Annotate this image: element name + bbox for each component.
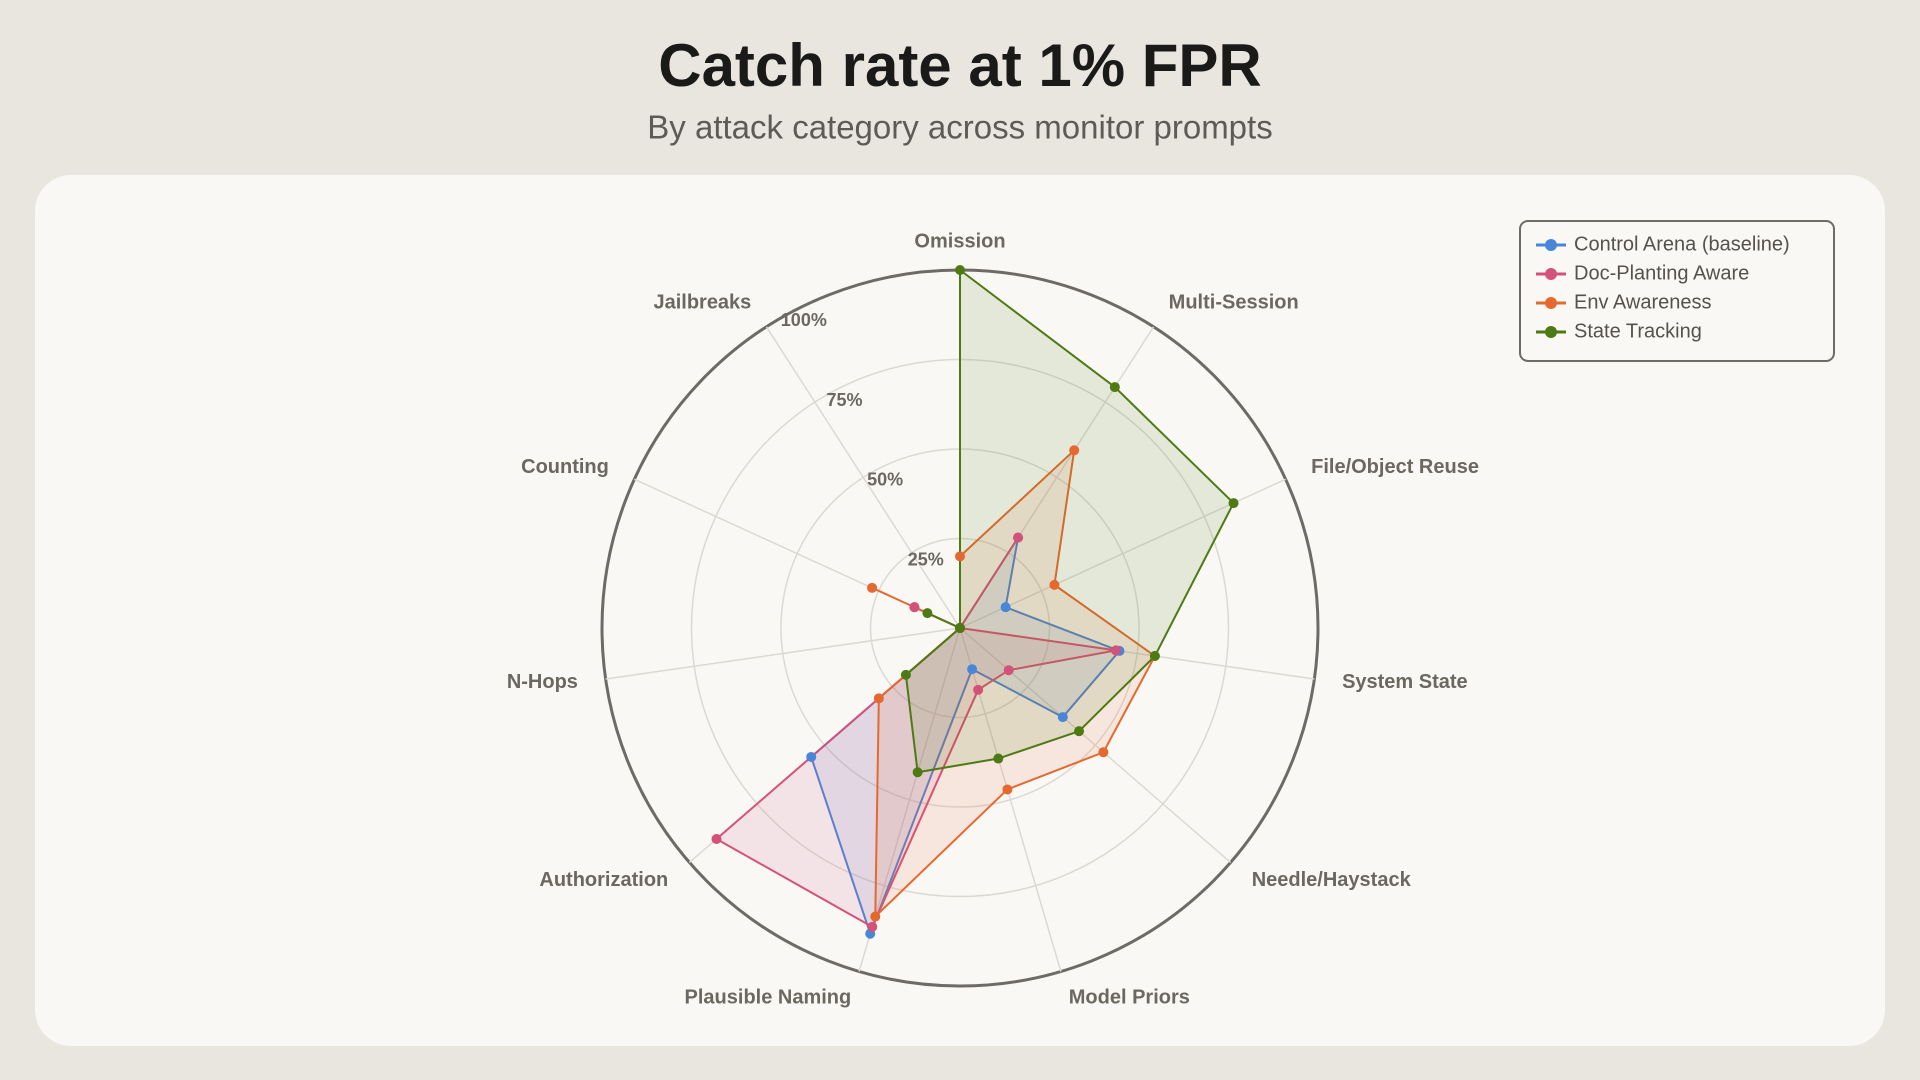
data-point [1149, 651, 1160, 662]
data-point [1228, 498, 1239, 509]
data-point [912, 767, 923, 778]
r-tick-label: 50% [867, 470, 903, 490]
data-point [955, 623, 965, 633]
chart-subtitle: By attack category across monitor prompt… [647, 109, 1272, 146]
data-point [1098, 747, 1109, 758]
legend-label: Doc-Planting Aware [1574, 262, 1749, 284]
data-point [955, 551, 965, 562]
data-point [1000, 602, 1011, 613]
series-area [871, 449, 1156, 918]
legend-marker [1545, 239, 1557, 251]
data-point [1069, 445, 1080, 456]
category-label: Counting [521, 456, 609, 478]
category-label: N-Hops [507, 671, 578, 693]
category-label: File/Object Reuse [1311, 456, 1479, 478]
data-point [909, 602, 920, 613]
data-point [967, 664, 978, 675]
legend-marker [1545, 268, 1557, 280]
data-point [1003, 665, 1014, 676]
data-point [806, 751, 817, 762]
data-point [1002, 784, 1013, 795]
data-point [1049, 579, 1060, 590]
category-label: Multi-Session [1169, 292, 1299, 314]
spoke [605, 627, 961, 680]
chart-title: Catch rate at 1% FPR [658, 32, 1262, 99]
category-label: System State [1342, 671, 1468, 693]
r-tick-label: 75% [826, 390, 862, 410]
data-point [711, 833, 722, 844]
data-point [1109, 382, 1120, 393]
data-point [900, 669, 911, 680]
data-point [1013, 532, 1024, 543]
category-label: Model Priors [1069, 987, 1190, 1009]
category-label: Jailbreaks [653, 292, 751, 314]
data-point [993, 753, 1004, 764]
data-point [1074, 726, 1085, 737]
data-point [922, 608, 933, 619]
r-tick-label: 100% [781, 310, 827, 330]
category-label: Needle/Haystack [1252, 869, 1412, 891]
data-point [873, 693, 884, 704]
data-point [955, 265, 965, 275]
data-point [1110, 645, 1121, 656]
legend-marker [1545, 297, 1557, 309]
spoke [765, 326, 961, 629]
category-label: Authorization [539, 869, 668, 891]
legend-box [1519, 220, 1835, 362]
legend: Control Arena (baseline) Doc-Planting Awa… [1519, 220, 1835, 362]
data-point [867, 582, 878, 593]
data-point [973, 684, 984, 695]
legend-label: State Tracking [1574, 320, 1702, 342]
r-tick-label: 25% [908, 549, 944, 569]
category-label: Plausible Naming [685, 987, 852, 1009]
data-point [870, 911, 881, 922]
legend-label: Env Awareness [1574, 291, 1712, 313]
legend-label: Control Arena (baseline) [1574, 233, 1790, 255]
category-label: Omission [914, 230, 1005, 252]
series-area [904, 269, 1235, 774]
data-point [867, 921, 878, 932]
legend-marker [1545, 326, 1557, 338]
data-point [1057, 712, 1068, 723]
